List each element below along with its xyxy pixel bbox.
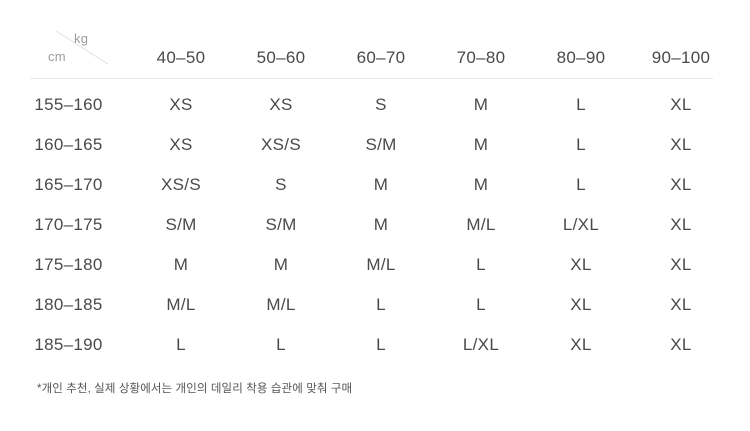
row-label-height: 165–170 (34, 175, 103, 194)
size-cell: L/XL (562, 215, 600, 234)
size-cell: XL (570, 335, 592, 354)
table-row: 175–180 M M M/L L XL XL (6, 245, 750, 285)
row-unit-cm: cm (48, 49, 66, 64)
row-label-height: 180–185 (34, 295, 103, 314)
row-label-height: 185–190 (34, 335, 103, 354)
table-row: 180–185 M/L M/L L L XL XL (6, 285, 750, 325)
size-cell: M/L (366, 255, 396, 274)
column-header-weight: 90–100 (651, 48, 711, 67)
size-cell: M (473, 135, 489, 154)
size-cell: L (476, 295, 486, 314)
size-cell: XL (670, 335, 692, 354)
column-header-weight: 50–60 (256, 48, 306, 67)
size-cell: XL (670, 295, 692, 314)
size-cell: XL (670, 215, 692, 234)
size-cell: M (473, 175, 489, 194)
size-cell: S (375, 95, 387, 114)
size-cell: XL (670, 175, 692, 194)
size-cell: XL (670, 255, 692, 274)
size-cell: L (576, 95, 586, 114)
size-cell: S/M (165, 215, 197, 234)
footnote: *개인 추천, 실제 상황에서는 개인의 데일리 착용 습관에 맞춰 구매 (37, 383, 353, 395)
column-header-weight: 80–90 (556, 48, 606, 67)
column-unit-kg: kg (74, 31, 89, 46)
corner-cell: kg cm (6, 0, 131, 78)
unit-corner: kg cm (48, 28, 112, 68)
size-cell: L (176, 335, 186, 354)
size-cell: M/L (266, 295, 296, 314)
size-cell: L/XL (462, 335, 500, 354)
size-cell: XL (570, 295, 592, 314)
size-cell: M/L (466, 215, 496, 234)
row-label-height: 170–175 (34, 215, 103, 234)
size-cell: L (476, 255, 486, 274)
size-cell: L (576, 175, 586, 194)
size-cell: S/M (365, 135, 397, 154)
table-row: 160–165 XS XS/S S/M M L XL (6, 125, 750, 165)
header-row: kg cm 40–50 50–60 60–70 70–80 80–90 90–100 (6, 0, 750, 78)
table-row: 165–170 XS/S S M M L XL (6, 165, 750, 205)
table-row: 155–160 XS XS S M L XL (6, 85, 750, 125)
diagonal-divider-line (55, 30, 109, 65)
size-cell: XL (670, 95, 692, 114)
size-cell: M/L (166, 295, 196, 314)
size-cell: M (373, 215, 389, 234)
size-cell: L (276, 335, 286, 354)
size-cell: XS/S (161, 175, 201, 194)
size-cell: XS (269, 95, 293, 114)
size-cell: XS (169, 95, 193, 114)
size-cell: XS/S (261, 135, 301, 154)
size-cell: S/M (265, 215, 297, 234)
size-cell: XL (570, 255, 592, 274)
size-cell: L (376, 335, 386, 354)
table-row: 185–190 L L L L/XL XL XL (6, 325, 750, 365)
size-cell: M (273, 255, 289, 274)
row-label-height: 155–160 (34, 95, 103, 114)
column-header-weight: 60–70 (356, 48, 406, 67)
size-cell: XS (169, 135, 193, 154)
column-header-weight: 70–80 (456, 48, 506, 67)
table-row: 170–175 S/M S/M M M/L L/XL XL (6, 205, 750, 245)
column-header-weight: 40–50 (156, 48, 206, 67)
size-cell: L (376, 295, 386, 314)
size-cell: M (373, 175, 389, 194)
size-cell: S (275, 175, 287, 194)
header-divider (30, 78, 713, 79)
size-cell: L (576, 135, 586, 154)
row-label-height: 160–165 (34, 135, 103, 154)
row-label-height: 175–180 (34, 255, 103, 274)
size-cell: XL (670, 135, 692, 154)
size-cell: M (473, 95, 489, 114)
table-body: 155–160 XS XS S M L XL 160–165 XS XS/S S… (0, 79, 750, 365)
size-cell: M (173, 255, 189, 274)
